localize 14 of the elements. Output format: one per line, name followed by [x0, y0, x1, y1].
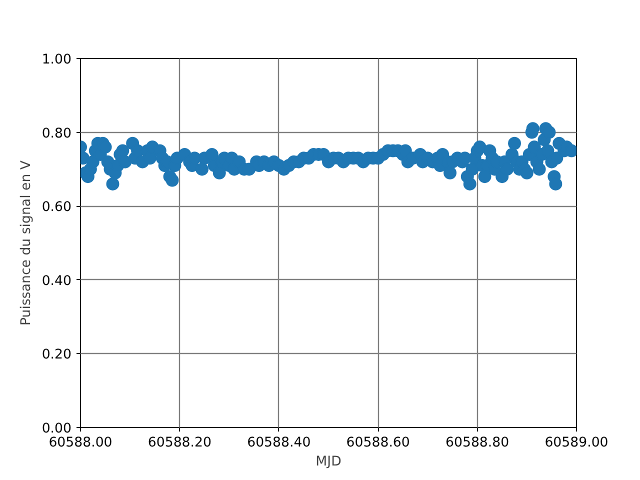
y-tick-label: 0.40: [42, 274, 72, 289]
y-axis-title: Puissance du signal en V: [18, 160, 34, 326]
y-tick-label: 1.00: [42, 52, 72, 68]
x-tick-label: 60588.20: [148, 436, 212, 450]
y-tick-label: 0.20: [42, 348, 72, 363]
x-tick-label: 60588.00: [48, 436, 112, 450]
x-axis-title: MJD: [316, 454, 342, 470]
y-tick-label: 0.60: [42, 200, 72, 216]
x-tick-label: 60588.80: [446, 436, 510, 450]
x-tick-label: 60589.00: [544, 436, 608, 450]
x-tick-label: 60588.40: [247, 436, 311, 450]
y-tick-label: 0.00: [42, 422, 72, 436]
x-tick-label: 60588.60: [346, 436, 410, 450]
y-tick-label: 0.80: [42, 126, 72, 142]
